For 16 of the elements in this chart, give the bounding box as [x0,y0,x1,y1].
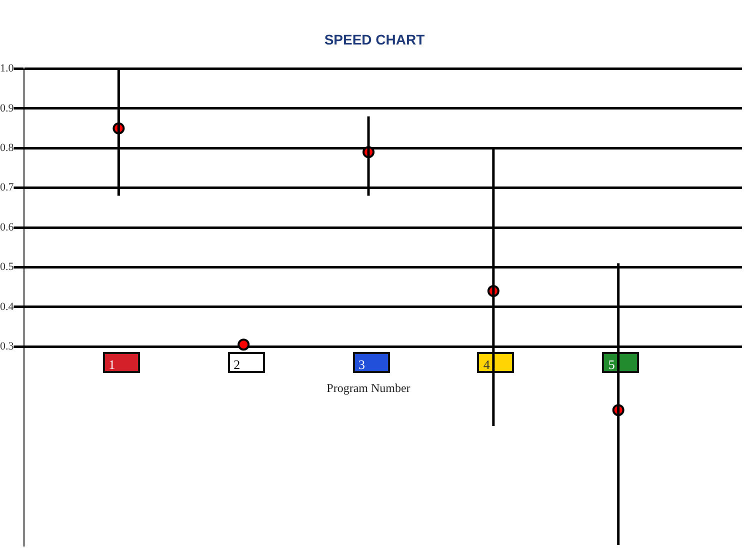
y-tick-label: 1.0 [0,62,14,75]
point [238,338,250,351]
y-tick-label: 0.3 [0,340,14,352]
number-box: 4 [477,352,514,373]
y-tick-label: 0.6 [0,221,14,234]
y-tick-label: 0.4 [0,300,14,313]
chart-title: SPEED CHART [324,31,426,48]
number-box: 3 [352,352,390,373]
number-box: 5 [602,352,640,373]
number-box: 2 [228,352,265,373]
x-axis-title: Program Number [326,380,412,396]
y-tick-label: 0.8 [0,142,14,154]
y-tick-label: 0.5 [0,261,14,274]
y-tick-label: 0.9 [0,102,14,114]
y-tick-label: 0.7 [0,182,14,194]
number-box: 1 [102,352,140,373]
